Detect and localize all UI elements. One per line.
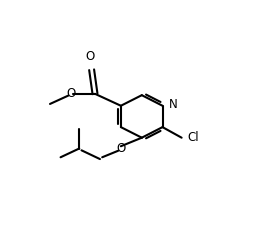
Text: Cl: Cl (188, 131, 199, 144)
Text: O: O (116, 142, 125, 155)
Text: N: N (169, 98, 178, 111)
Text: O: O (86, 50, 95, 63)
Text: O: O (66, 87, 75, 100)
